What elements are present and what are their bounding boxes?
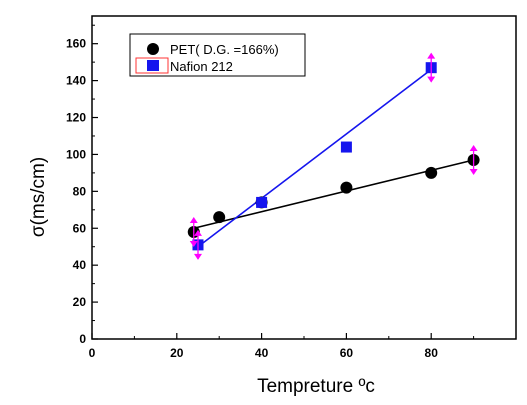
legend-marker xyxy=(147,60,159,71)
legend-box xyxy=(129,33,306,77)
error-cap-bottom xyxy=(469,168,478,175)
legend: PET( D.G. =166%) Nafion 212 xyxy=(129,33,306,77)
error-cap-bottom xyxy=(194,253,202,260)
x-tick-label: 60 xyxy=(340,346,354,360)
x-tick-label: 0 xyxy=(89,346,96,360)
error-cap-top xyxy=(189,216,198,223)
data-point-series-0 xyxy=(340,181,353,194)
error-cap-top xyxy=(194,229,202,236)
error-cap-bottom xyxy=(189,240,198,247)
data-point-series-0 xyxy=(425,166,438,179)
ticks: 0 20 40 60 80 100 120 140 160 0 20 40 60 80 xyxy=(66,24,475,360)
legend-marker xyxy=(147,43,159,55)
data-point-series-1 xyxy=(256,196,268,208)
legend-label: Nafion 212 xyxy=(170,59,233,74)
y-tick-label: 20 xyxy=(73,295,87,309)
fit-lines xyxy=(193,68,474,248)
x-tick-label: 20 xyxy=(170,346,184,360)
y-tick-label: 160 xyxy=(66,37,86,51)
legend-label: PET( D.G. =166%) xyxy=(170,42,279,57)
error-cap-bottom xyxy=(427,76,436,83)
error-markers xyxy=(189,52,478,260)
y-tick-label: 100 xyxy=(66,147,86,161)
error-cap-top xyxy=(469,144,478,151)
y-tick-label: 120 xyxy=(66,111,86,125)
y-tick-label: 80 xyxy=(73,184,87,198)
x-axis-title: Tempreture ºc xyxy=(257,376,375,397)
y-tick-label: 40 xyxy=(73,258,87,272)
y-tick-label: 0 xyxy=(79,332,86,346)
data-point-series-0 xyxy=(213,211,226,224)
y-tick-label: 60 xyxy=(73,221,87,235)
y-axis-title: σ(ms/cm) xyxy=(28,157,49,237)
error-cap-top xyxy=(427,52,436,59)
data-point-series-1 xyxy=(340,141,352,153)
y-tick-label: 140 xyxy=(66,74,86,88)
x-tick-label: 80 xyxy=(425,346,439,360)
fit-line-series-1 xyxy=(197,68,432,248)
x-tick-label: 40 xyxy=(255,346,269,360)
legend-marker-frame xyxy=(135,57,169,74)
